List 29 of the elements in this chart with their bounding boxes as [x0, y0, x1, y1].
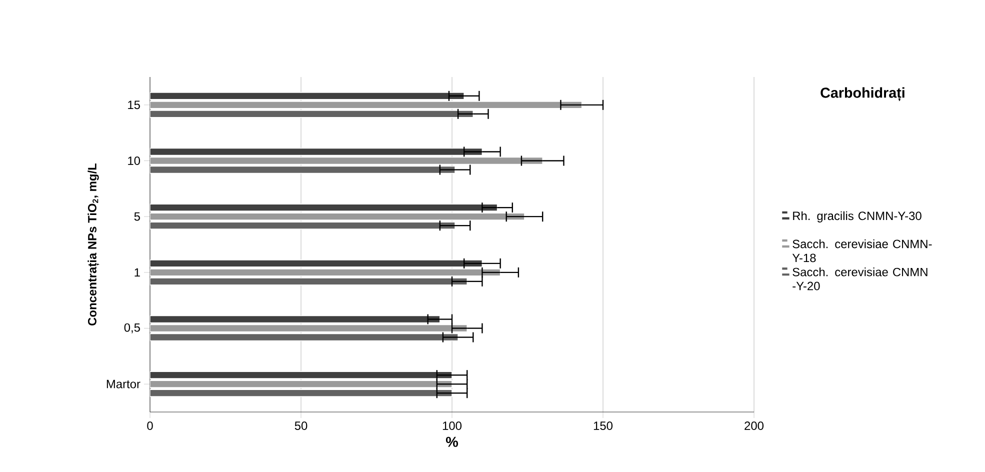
x-axis-title: %: [446, 436, 458, 447]
x-tick-label: 100: [442, 422, 462, 430]
x-tick-label: 0: [147, 422, 153, 430]
bar: [150, 389, 452, 397]
text: Carbohidrați: [820, 87, 904, 102]
x-tick-label: 200: [744, 422, 764, 430]
bar: [150, 92, 464, 100]
bar: [150, 260, 483, 268]
bar: [150, 110, 474, 118]
y-tick-label: 1: [134, 268, 140, 277]
bar: [150, 278, 468, 286]
bar: [150, 333, 458, 342]
bar: [150, 222, 456, 230]
y-tick-label: 15: [128, 100, 140, 110]
y-tick-label: 0,5: [124, 323, 140, 334]
y-axis-title: Concentrația NPs TiO$_{2}$, mg/L: [88, 163, 100, 326]
y-tick-label: 10: [128, 156, 140, 165]
x-tick-label: 50: [294, 422, 308, 430]
bar: [150, 204, 498, 212]
x-tick-label: 150: [594, 422, 613, 430]
y-tick-label: Martor: [106, 380, 140, 388]
bar: [150, 371, 452, 379]
bar: [150, 315, 440, 324]
legend-label: Sacch. cerevisiae CNMN-Y-18: [792, 239, 932, 262]
legend-label: Rh. gracilis CNMN-Y-30: [793, 211, 922, 222]
bar: [150, 166, 456, 174]
bar: [150, 148, 483, 156]
y-tick-label: 5: [134, 212, 140, 221]
legend-label: Sacch. cerevisiae CNMN -Y-20: [792, 268, 928, 290]
